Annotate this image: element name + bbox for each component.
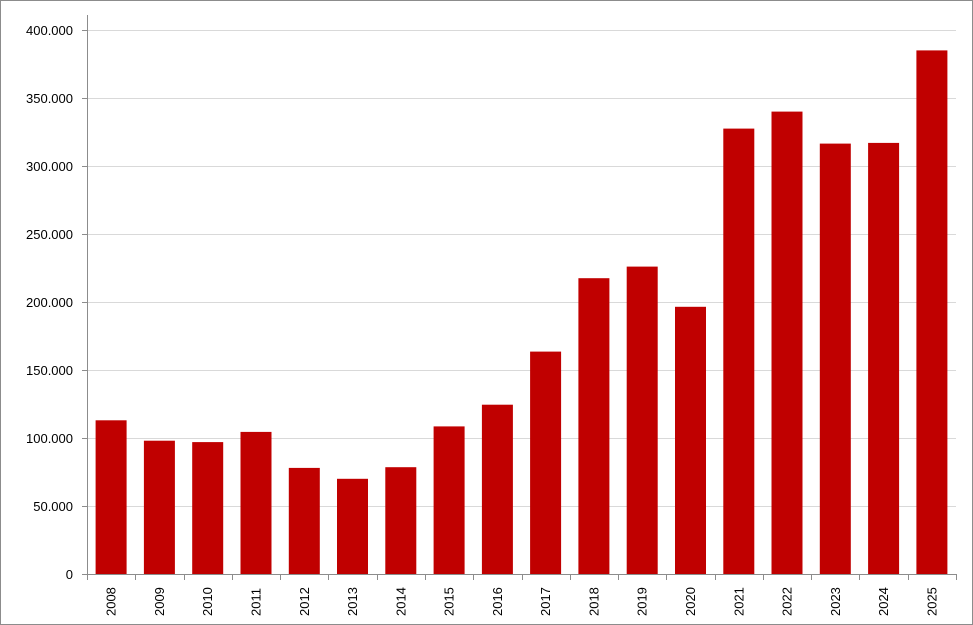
bars bbox=[95, 50, 948, 574]
bar-2008 bbox=[95, 420, 127, 574]
bar-2010 bbox=[192, 442, 224, 574]
y-tick-label: 200.000 bbox=[26, 295, 73, 310]
x-tick-label: 2009 bbox=[152, 587, 167, 616]
x-tick-label: 2024 bbox=[876, 587, 891, 616]
y-tick-label: 0 bbox=[66, 567, 73, 582]
bar-2017 bbox=[530, 351, 562, 574]
x-tick-label: 2021 bbox=[731, 587, 746, 616]
bar-2009 bbox=[143, 440, 175, 574]
x-axis-ticks: 2008 2009 2010 2011 2012 2013 2014 2015 2016 2017… bbox=[87, 574, 957, 616]
x-tick-label: 2016 bbox=[490, 587, 505, 616]
y-tick-label: 50.000 bbox=[33, 499, 73, 514]
axes bbox=[82, 15, 956, 575]
bar-2012 bbox=[288, 467, 320, 574]
bar-2018 bbox=[578, 278, 610, 574]
y-tick-label: 150.000 bbox=[26, 363, 73, 378]
x-tick-label: 2012 bbox=[297, 587, 312, 616]
x-tick-label: 2013 bbox=[345, 587, 360, 616]
bar-2023 bbox=[819, 143, 851, 574]
x-tick-label: 2011 bbox=[249, 588, 264, 616]
x-tick-label: 2020 bbox=[683, 587, 698, 616]
y-axis-ticks: 0 50.000 100.000 150.000 200.000 250.000 300.0… bbox=[26, 23, 87, 582]
x-tick-label: 2018 bbox=[586, 587, 601, 616]
y-tick-label: 350.000 bbox=[26, 91, 73, 106]
gridlines bbox=[87, 30, 956, 507]
x-tick-label: 2010 bbox=[200, 587, 215, 616]
bar-2011 bbox=[240, 431, 272, 574]
bar-2014 bbox=[385, 467, 417, 574]
bar-2013 bbox=[337, 478, 368, 574]
x-tick-label: 2019 bbox=[635, 587, 650, 616]
x-tick-label: 2008 bbox=[104, 587, 119, 616]
x-tick-label: 2025 bbox=[924, 587, 939, 616]
x-tick-label: 2017 bbox=[538, 587, 553, 616]
y-tick-label: 100.000 bbox=[26, 431, 73, 446]
bar-2020 bbox=[675, 306, 706, 574]
y-tick-label: 300.000 bbox=[26, 159, 73, 174]
bar-2016 bbox=[481, 404, 513, 574]
y-tick-label: 250.000 bbox=[26, 227, 73, 242]
bar-2025 bbox=[916, 50, 948, 574]
bar-2024 bbox=[868, 142, 900, 574]
bar-2019 bbox=[626, 266, 658, 574]
x-tick-label: 2015 bbox=[442, 587, 457, 616]
x-tick-label: 2014 bbox=[393, 587, 408, 616]
bar-2015 bbox=[433, 426, 465, 574]
bar-2021 bbox=[723, 128, 755, 574]
bar-2022 bbox=[771, 111, 803, 574]
x-tick-label: 2023 bbox=[828, 587, 843, 616]
x-tick-label: 2022 bbox=[780, 587, 795, 616]
y-tick-label: 400.000 bbox=[26, 23, 73, 38]
